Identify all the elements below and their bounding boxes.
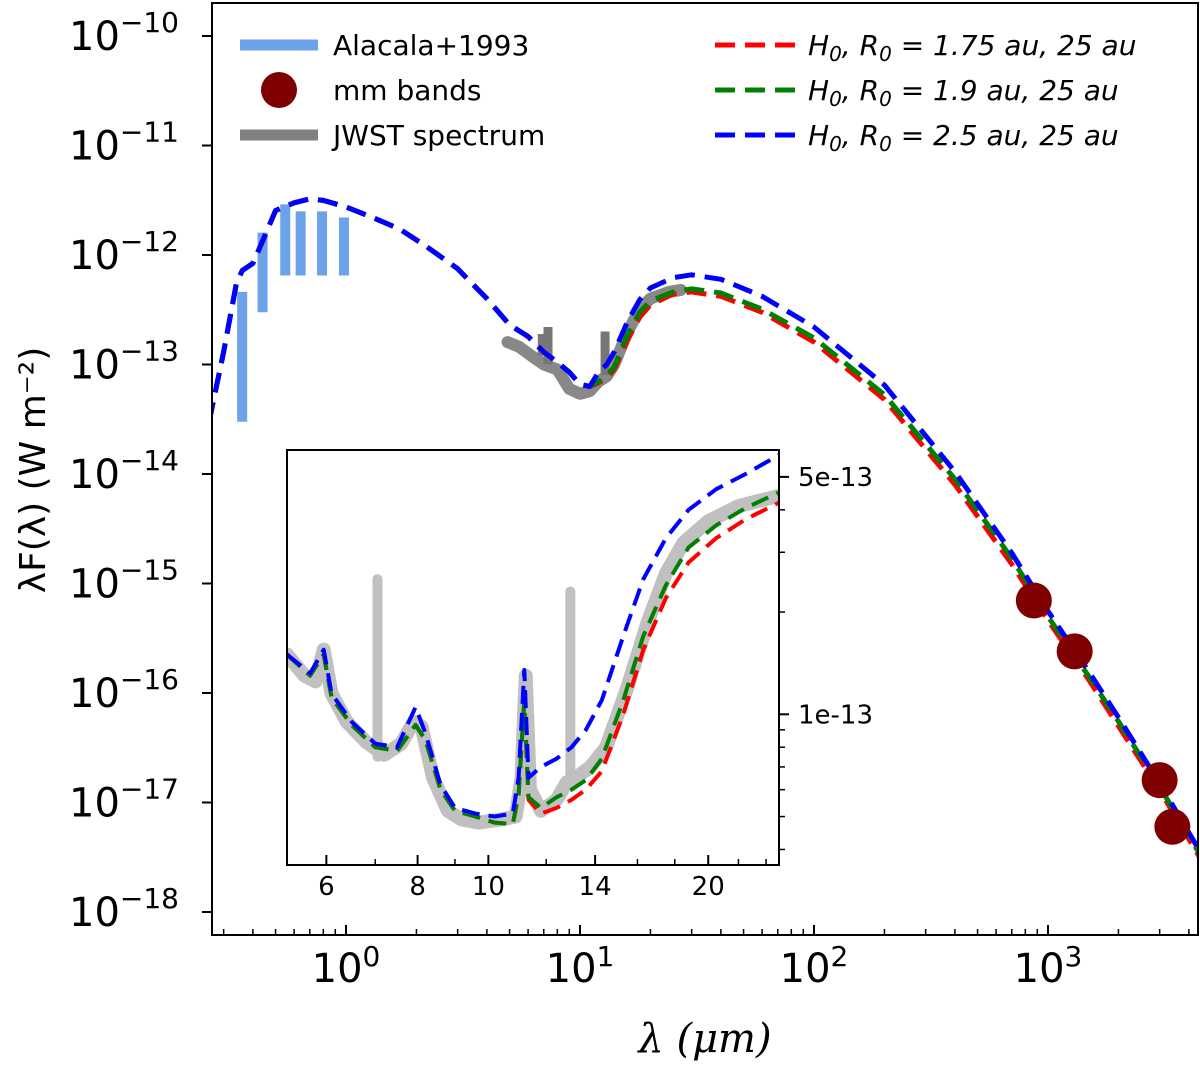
y-tick-label-3: 10−13 [69,335,179,389]
model-line-2 [212,196,1198,853]
y-tick-label-8: 10−18 [69,882,179,936]
mm-band-point-0 [1015,582,1052,619]
inset-ticks: 6 8 10 14 20 5e-13 1e-13 [318,463,873,902]
inset-x-tick-label-2: 10 [472,872,505,902]
y-tick-label-6: 10−16 [69,663,179,717]
mm-band-point-2 [1141,762,1178,799]
inset-x-tick-label-1: 8 [409,872,426,902]
legend-left-label-0: Alacala+1993 [333,29,529,62]
x-axis-label: λ (μm) [636,1016,771,1062]
legend-right-label-1: H0, R0 = 1.9 au, 25 au [808,74,1119,111]
legend-right-label-2: H0, R0 = 2.5 au, 25 au [808,119,1119,156]
inset-y-tick-label-1: 1e-13 [798,700,873,730]
y-tick-label-5: 10−15 [69,554,179,608]
inset-plot-area [287,453,779,830]
x-tick-label-2: 102 [780,940,849,992]
main-plot-area [212,196,1198,860]
inset-x-tick-label-3: 14 [579,872,612,902]
legend-right: H0, R0 = 1.75 au, 25 au H0, R0 = 1.9 au, … [715,29,1136,156]
y-tick-label-4: 10−14 [69,444,179,498]
y-tick-label-1: 10−11 [69,116,179,170]
inset-model-line-1 [287,490,779,827]
legend-left-label-2: JWST spectrum [331,119,545,152]
legend-left-label-1: mm bands [333,74,482,107]
inset-axes-frame [286,449,780,866]
y-tick-label-0: 10−10 [69,6,179,60]
y-tick-label-7: 10−17 [69,773,179,827]
x-tick-label-1: 101 [546,940,615,992]
x-tick-label-3: 103 [1014,940,1083,992]
main-axes-frame [211,2,1199,936]
inset-x-tick-label-0: 6 [318,872,335,902]
mm-band-point-1 [1056,633,1093,670]
inset-model-line-2 [287,453,779,819]
y-axis-label-text: λF(λ) (W m⁻²) [13,347,54,593]
x-tick-label-0: 100 [312,940,381,992]
y-axis-label: λF(λ) (W m⁻²) [13,347,54,593]
y-tick-label-2: 10−12 [69,225,179,279]
x-axis-label-text: λ (μm) [636,1016,771,1062]
legend-right-label-0: H0, R0 = 1.75 au, 25 au [808,29,1136,66]
legend-left: Alacala+1993 mm bands JWST spectrum [240,29,545,152]
legend-left-swatch-1 [261,72,297,108]
inset-y-tick-label-0: 5e-13 [798,463,873,493]
mm-band-point-3 [1154,808,1191,845]
inset-x-tick-label-4: 20 [692,872,725,902]
